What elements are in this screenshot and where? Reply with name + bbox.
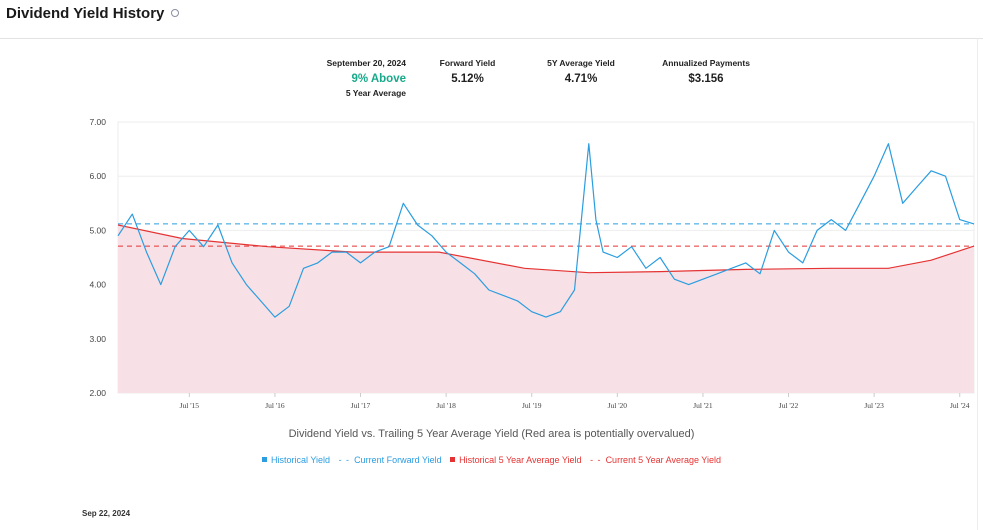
- legend-item-historical[interactable]: Historical Yield: [262, 455, 330, 465]
- y-tick-label: 7.00: [89, 117, 106, 127]
- panel-divider: [977, 38, 978, 530]
- legend-swatch-average: [450, 457, 456, 462]
- stat-average-value: 4.71%: [564, 73, 598, 85]
- historical-yield-line: [117, 143, 975, 318]
- stat-payments-block: Annualized Payments $3.156: [650, 58, 762, 85]
- x-tick-label: Jul '19: [522, 401, 542, 410]
- stat-forward-label: Forward Yield: [439, 58, 496, 68]
- y-tick-label: 2.00: [89, 388, 106, 398]
- footer-date: Sep 22, 2024: [82, 509, 131, 518]
- stat-payments-label: Annualized Payments: [662, 58, 750, 68]
- y-tick-label: 4.00: [89, 280, 106, 290]
- x-tick-label: Jul '16: [265, 401, 285, 410]
- x-tick-label: Jul '21: [693, 401, 713, 410]
- stat-forward-value: 5.12%: [451, 73, 484, 85]
- legend-label-average: Historical 5 Year Average Yield: [459, 455, 582, 465]
- x-tick-label: Jul '24: [950, 401, 970, 410]
- chart-title: Dividend Yield vs. Trailing 5 Year Avera…: [288, 428, 695, 440]
- legend-dash-forward: - -: [338, 455, 351, 465]
- stat-relative-sub: 5 Year Average: [345, 88, 406, 98]
- historical-5yr-average-line: [117, 224, 975, 274]
- chart-legend: Historical Yield - - Current Forward Yiel…: [0, 455, 983, 465]
- stat-average-block: 5Y Average Yield 4.71%: [531, 58, 631, 85]
- x-tick-label: Jul '23: [864, 401, 884, 410]
- legend-label-historical: Historical Yield: [271, 455, 331, 465]
- stat-forward-block: Forward Yield 5.12%: [425, 58, 510, 85]
- stat-date-block: September 20, 2024 9% Above 5 Year Avera…: [296, 58, 406, 98]
- legend-item-forward[interactable]: - - Current Forward Yield: [339, 455, 442, 465]
- stat-date: September 20, 2024: [326, 58, 406, 68]
- x-tick-label: Jul '22: [779, 401, 799, 410]
- x-tick-label: Jul '15: [180, 401, 200, 410]
- overvalued-area: [118, 225, 974, 393]
- legend-label-current-average: Current 5 Year Average Yield: [605, 455, 721, 465]
- stat-payments-value: $3.156: [688, 73, 724, 85]
- y-tick-label: 3.00: [89, 334, 106, 344]
- legend-label-forward: Current Forward Yield: [354, 455, 442, 465]
- legend-item-current-average[interactable]: - - Current 5 Year Average Yield: [590, 455, 721, 465]
- page-title: Dividend Yield History: [6, 5, 165, 22]
- x-tick-label: Jul '17: [351, 401, 371, 410]
- page-header: Dividend Yield History: [0, 0, 983, 39]
- stat-average-label: 5Y Average Yield: [547, 58, 615, 68]
- legend-item-average[interactable]: Historical 5 Year Average Yield: [450, 455, 582, 465]
- y-tick-label: 5.00: [89, 225, 106, 235]
- circle-info-icon[interactable]: [171, 9, 179, 17]
- legend-swatch-historical: [262, 457, 268, 462]
- x-tick-label: Jul '20: [608, 401, 628, 410]
- legend-dash-current-average: - -: [590, 455, 602, 465]
- x-tick-label: Jul '18: [436, 401, 456, 410]
- stat-relative: 9% Above: [351, 73, 406, 85]
- y-tick-label: 6.00: [89, 171, 106, 181]
